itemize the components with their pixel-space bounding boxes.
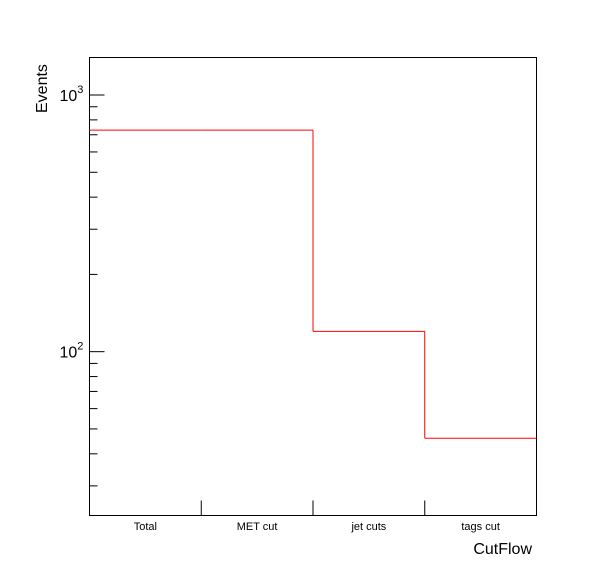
x-axis-title: CutFlow xyxy=(473,541,532,558)
histogram-series xyxy=(89,129,537,439)
y-tick-label: 102 xyxy=(60,341,84,362)
y-tick-label: 103 xyxy=(60,84,84,105)
axis-labels: 102 103 Total MET cut jet cuts tags cut xyxy=(60,84,500,533)
x-category-label: Total xyxy=(134,521,157,533)
x-category-label: tags cut xyxy=(461,521,500,533)
axis-ticks xyxy=(89,94,426,516)
x-category-label: MET cut xyxy=(237,521,278,533)
y-axis-title: Events xyxy=(34,64,51,113)
x-category-label: jet cuts xyxy=(350,521,386,533)
